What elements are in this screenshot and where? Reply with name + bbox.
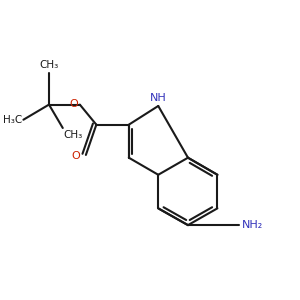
Text: H₃C: H₃C (3, 115, 22, 125)
Text: O: O (71, 151, 80, 160)
Text: CH₃: CH₃ (64, 130, 83, 140)
Text: CH₃: CH₃ (39, 60, 58, 70)
Text: NH: NH (150, 93, 166, 103)
Text: NH₂: NH₂ (242, 220, 263, 230)
Text: O: O (70, 99, 78, 109)
